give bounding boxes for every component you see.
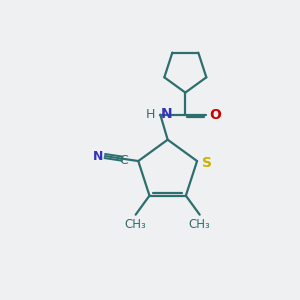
Text: CH₃: CH₃ (189, 218, 211, 231)
Text: N: N (161, 107, 172, 121)
Text: N: N (93, 150, 104, 163)
Text: O: O (209, 108, 221, 122)
Text: CH₃: CH₃ (125, 218, 146, 231)
Text: S: S (202, 155, 212, 170)
Text: H: H (146, 108, 155, 121)
Text: C: C (119, 154, 128, 166)
